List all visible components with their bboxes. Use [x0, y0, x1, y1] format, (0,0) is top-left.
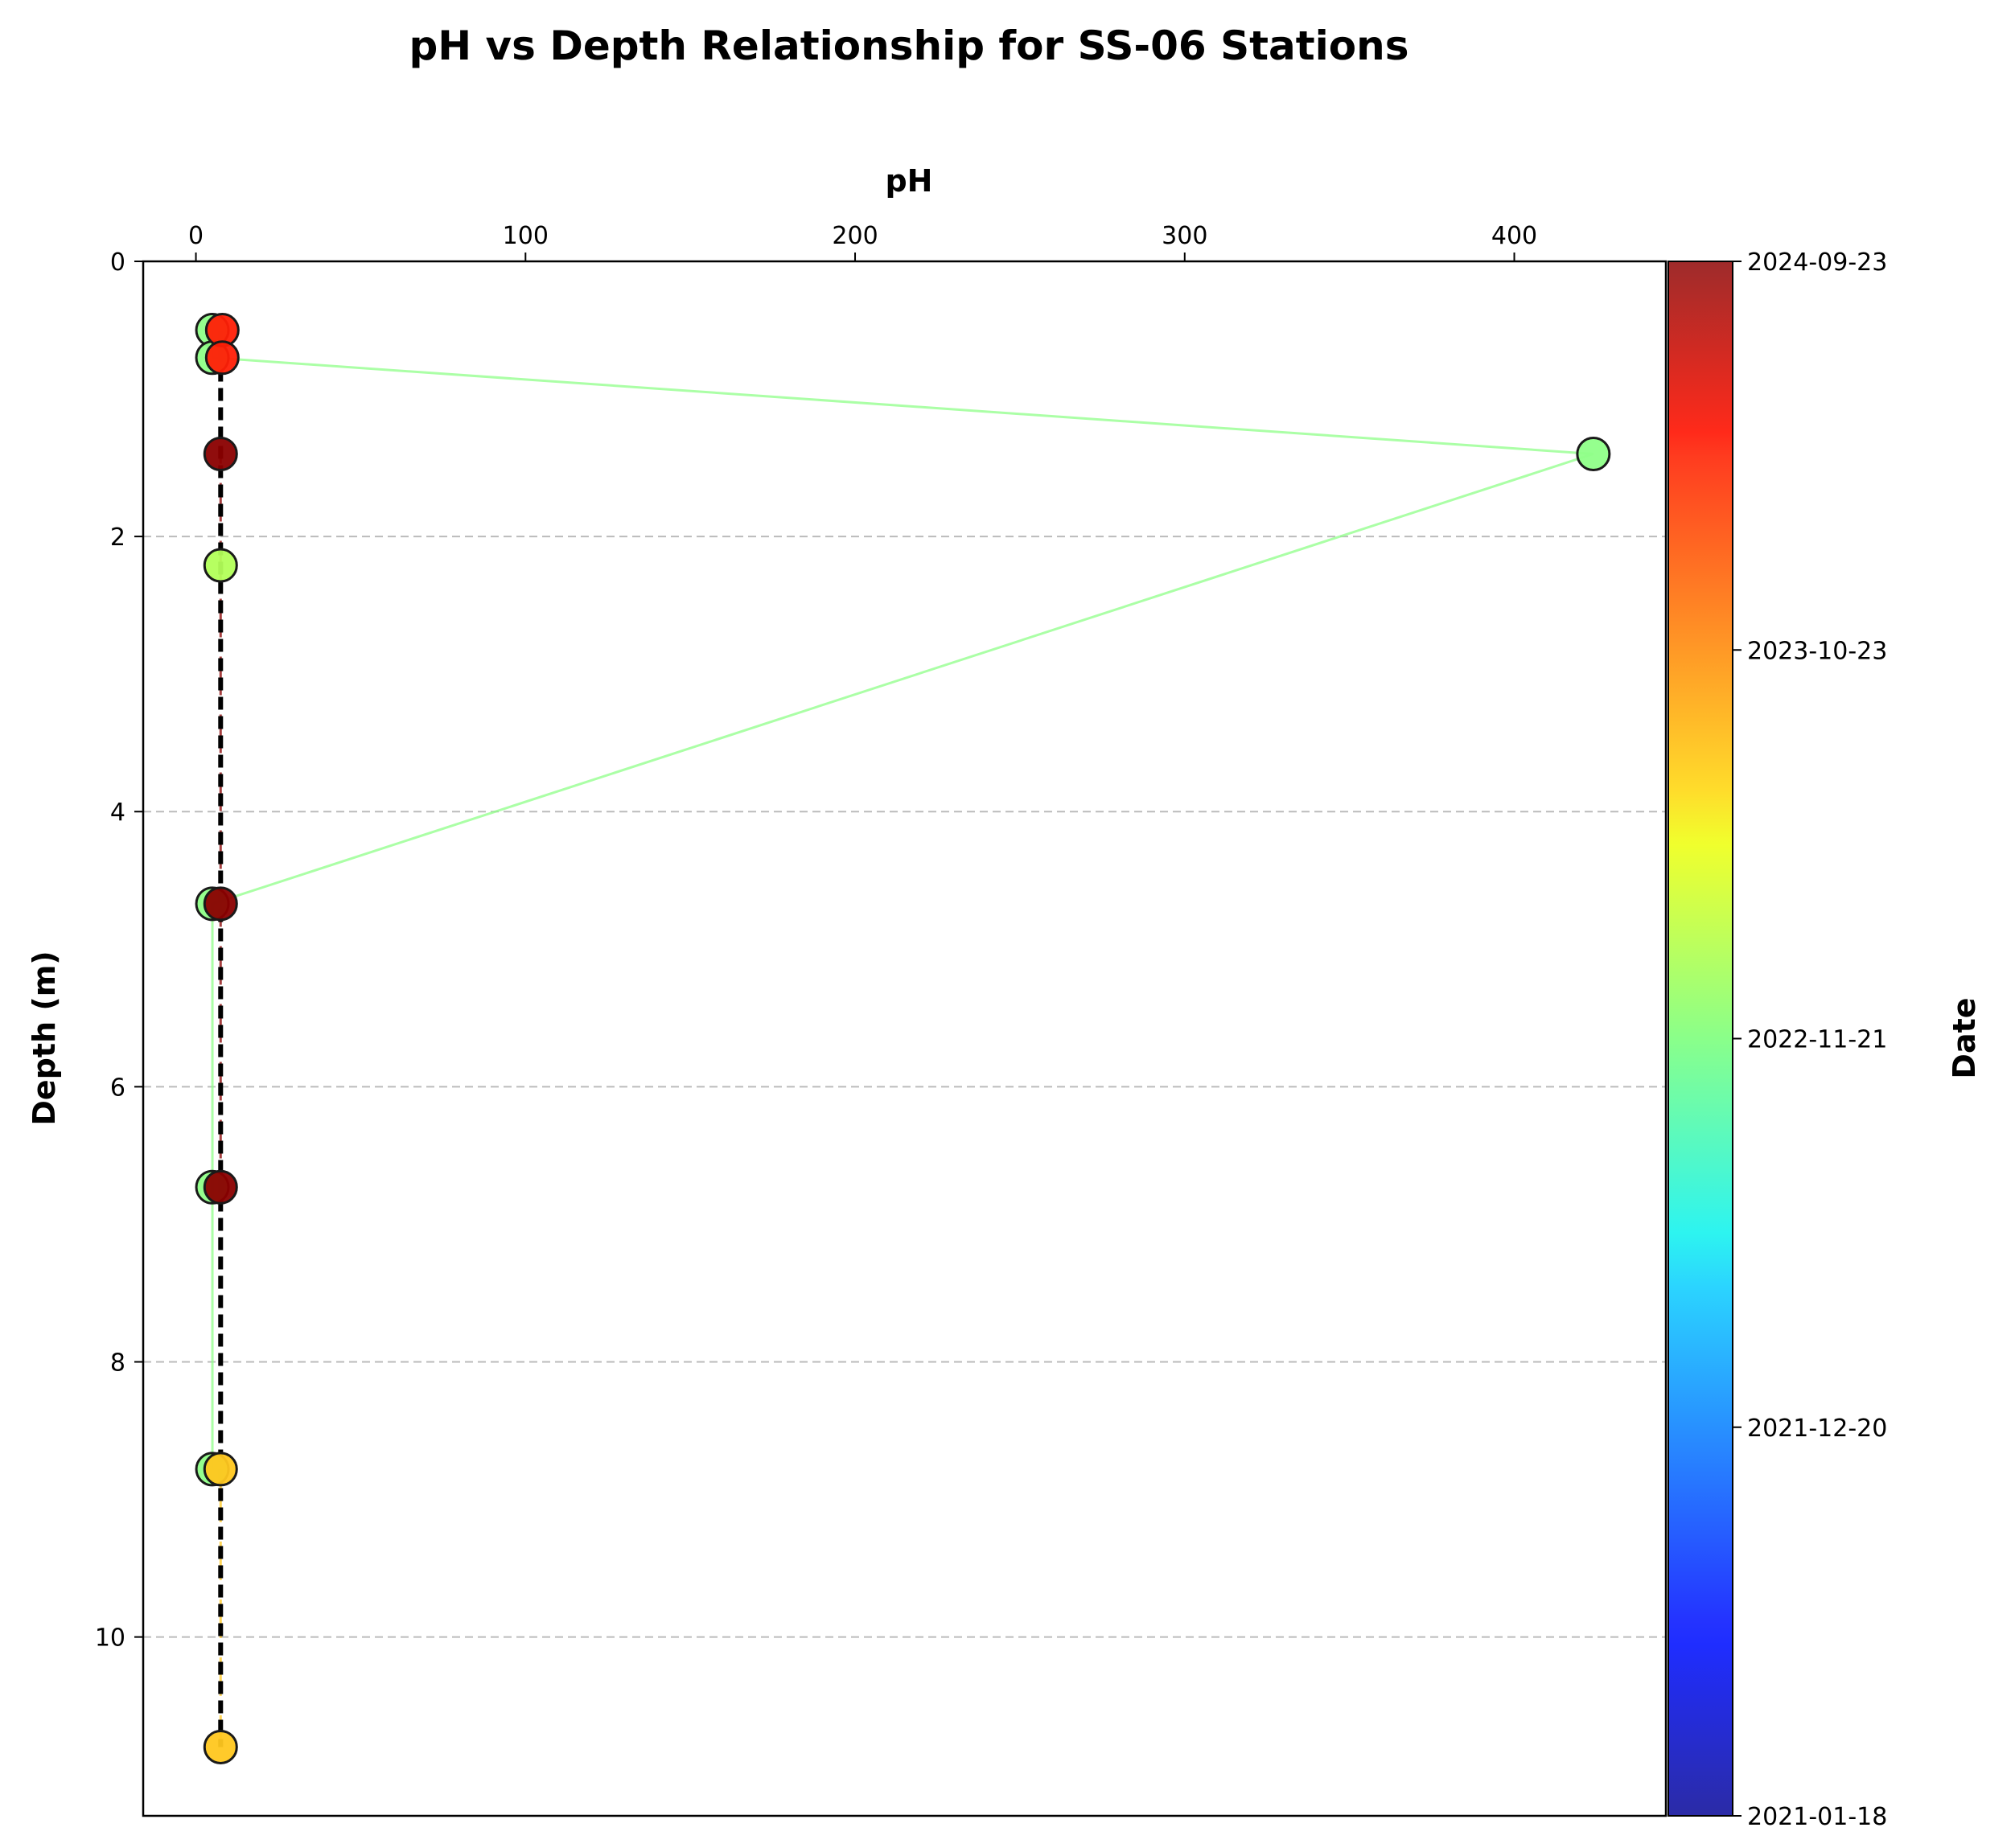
colorbar-tick-label: 2024-09-23 [1747, 248, 1887, 277]
y-tick-label: 10 [95, 1624, 125, 1653]
data-point [203, 548, 238, 583]
y-tick-label: 2 [110, 524, 125, 552]
chart-title: pH vs Depth Relationship for SS-06 Stati… [409, 23, 1409, 69]
plot-area: 0 100 200 300 400 0 2 4 6 8 10 [95, 222, 1668, 1817]
y-axis-ticks: 0 2 4 6 8 10 [95, 248, 143, 1653]
x-tick-label: 0 [188, 222, 204, 250]
data-point [203, 1169, 238, 1205]
x-tick-label: 200 [832, 222, 878, 250]
colorbar-ticks: 2021-01-18 2021-12-20 2022-11-21 2023-10-23… [1733, 248, 1887, 1831]
data-point [203, 1452, 238, 1487]
x-tick-label: 100 [503, 222, 549, 250]
colorbar-label: Date [1947, 997, 1982, 1078]
x-axis-title: pH [885, 163, 932, 199]
y-tick-label: 6 [110, 1074, 125, 1102]
data-point [1576, 436, 1611, 471]
plot-frame [142, 260, 1668, 1817]
series-line [211, 330, 1594, 1469]
colorbar: 2021-01-18 2021-12-20 2022-11-21 2023-10-23… [1668, 248, 1982, 1831]
x-axis-ticks: 0 100 200 300 400 [188, 222, 1537, 261]
data-point [203, 436, 238, 471]
data-point [204, 340, 240, 376]
colorbar-tick-label: 2022-11-21 [1747, 1026, 1887, 1054]
x-tick-label: 300 [1162, 222, 1207, 250]
data-points [195, 313, 1611, 1764]
data-point [203, 886, 238, 922]
colorbar-tick-label: 2021-01-18 [1747, 1803, 1887, 1831]
x-tick-label: 400 [1491, 222, 1537, 250]
series-lines [211, 330, 1594, 1747]
colorbar-tick-label: 2021-12-20 [1747, 1415, 1887, 1443]
y-tick-label: 0 [110, 248, 125, 277]
colorbar-gradient [1668, 261, 1733, 1817]
colorbar-tick-label: 2023-10-23 [1747, 637, 1887, 665]
y-tick-label: 8 [110, 1349, 125, 1377]
data-point [203, 1729, 238, 1764]
grid-lines [143, 536, 1666, 1638]
y-axis-title: Depth (m) [27, 951, 62, 1125]
y-tick-label: 4 [110, 799, 125, 827]
